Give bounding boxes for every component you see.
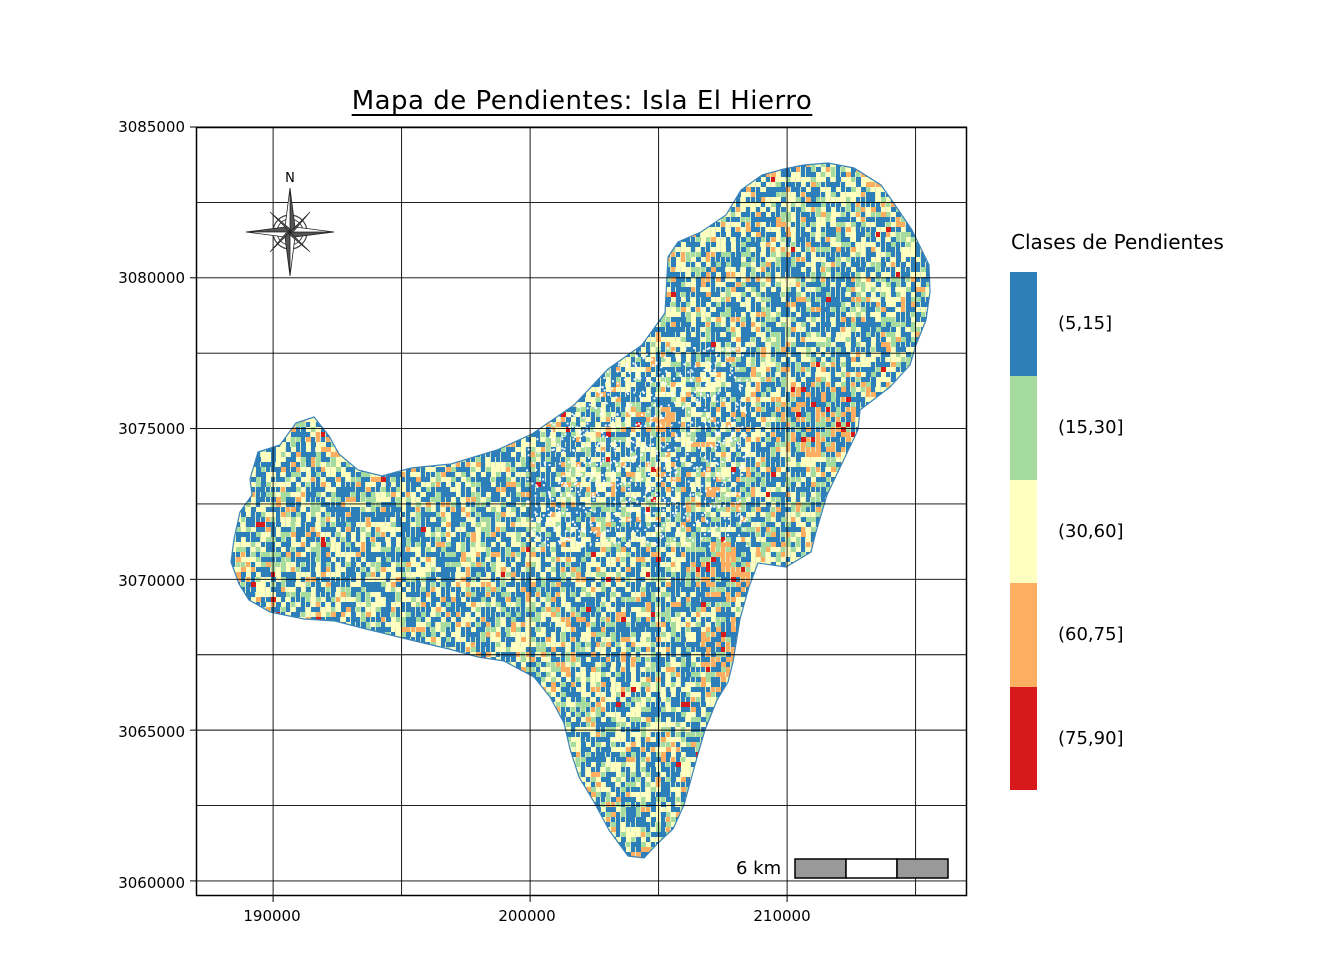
x-tick-label: 200000 (498, 907, 556, 925)
axis-ticks (190, 126, 788, 902)
scale-bar (794, 858, 949, 879)
y-tick-label: 3085000 (118, 118, 185, 136)
compass-rose-icon: N (245, 171, 335, 277)
y-tick-label: 3075000 (118, 420, 185, 438)
slope-class-2 (231, 163, 930, 858)
y-tick-label: 3065000 (118, 723, 185, 741)
graticule (196, 126, 967, 896)
slope-class-3 (231, 163, 930, 858)
legend-label: (75,90] (1058, 728, 1124, 749)
map-frame: N (190, 126, 968, 902)
y-tick-label: 3080000 (118, 269, 185, 287)
legend-swatch-5-15 (1010, 272, 1037, 376)
legend-swatch-30-60 (1010, 480, 1037, 584)
legend-swatch-60-75 (1010, 583, 1037, 687)
legend-label: (60,75] (1058, 624, 1124, 645)
scale-bar-label: 6 km (736, 858, 782, 879)
y-tick-label: 3070000 (118, 572, 185, 590)
legend-label: (30,60] (1058, 521, 1124, 542)
x-tick-label: 210000 (753, 907, 811, 925)
x-tick-label: 190000 (243, 907, 301, 925)
legend-label: (5,15] (1058, 313, 1113, 334)
legend-title: Clases de Pendientes (1011, 230, 1224, 254)
y-tick-label: 3060000 (118, 874, 185, 892)
legend-label: (15,30] (1058, 417, 1124, 438)
legend-swatch-75-90 (1010, 687, 1037, 790)
legend-swatch-15-30 (1010, 376, 1037, 480)
north-label: N (285, 171, 295, 186)
map-title: Mapa de Pendientes: Isla El Hierro (351, 86, 813, 116)
